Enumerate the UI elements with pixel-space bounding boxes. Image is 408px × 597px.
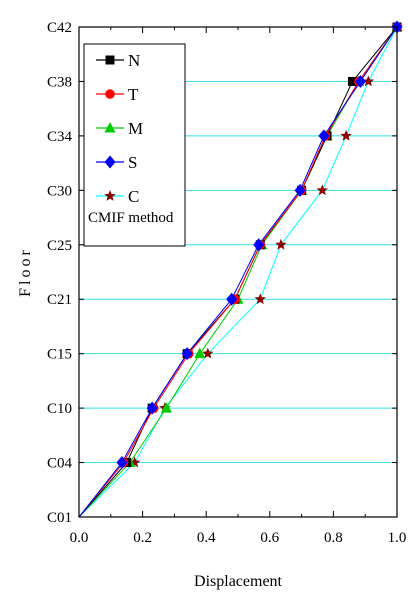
x-tick-label: 0.6 [260, 530, 279, 546]
marker-N [347, 76, 357, 86]
y-tick-label: C42 [47, 20, 72, 36]
y-tick-label: C34 [47, 129, 73, 145]
legend-marker-S [104, 155, 116, 169]
legend-box [83, 43, 186, 247]
y-tick-label: C21 [47, 292, 72, 308]
marker-C [362, 75, 375, 87]
y-tick-label: C38 [47, 74, 72, 90]
y-tick-label: C04 [47, 456, 73, 472]
x-tick-label: 1.0 [388, 530, 407, 546]
marker-S [253, 238, 265, 252]
series-line-M [78, 26, 398, 518]
y-tick-label: C01 [47, 510, 72, 526]
marker-C [202, 347, 214, 359]
x-tick-label: 0.2 [133, 530, 152, 546]
marker-S [146, 401, 158, 415]
marker-C [275, 238, 287, 250]
marker-M [194, 347, 206, 359]
marker-C [316, 184, 328, 196]
series-markers [116, 20, 403, 470]
x-axis-ticks: 0.0 0.2 0.4 0.6 0.8 1.0 [70, 27, 407, 546]
legend-marker-M [104, 122, 116, 133]
legend-label-N: N [128, 51, 140, 70]
legend-label-T: T [128, 85, 139, 104]
legend-label-C: C [128, 187, 139, 206]
marker-C [254, 293, 266, 305]
y-tick-label: C30 [47, 183, 72, 199]
legend-marker-C [104, 190, 116, 201]
legend-marker-T [105, 89, 115, 99]
x-tick-label: 0.8 [324, 530, 343, 546]
x-tick-label: 0.4 [197, 530, 216, 546]
series-line-C [78, 26, 398, 518]
marker-S [294, 183, 306, 197]
legend-note: CMIF method [88, 210, 174, 226]
y-tick-label: C15 [47, 347, 72, 363]
marker-S [116, 456, 128, 470]
marker-C [340, 129, 352, 141]
x-tick-label: 0.0 [70, 530, 89, 546]
y-axis-title: Floor [17, 247, 34, 297]
y-axis-ticks: C01 C04 C10 C15 C21 C25 C30 C34 C38 C42 [47, 20, 397, 526]
y-tick-label: C10 [47, 401, 72, 417]
y-tick-label: C25 [47, 238, 72, 254]
legend-label-S: S [128, 153, 137, 172]
marker-S [318, 129, 330, 143]
marker-S [226, 292, 238, 306]
marker-S [354, 74, 366, 88]
series-line-S [78, 26, 398, 518]
legend-label-M: M [128, 119, 143, 138]
marker-C [128, 456, 141, 468]
marker-S [181, 347, 193, 361]
legend-marker-N [105, 55, 115, 65]
series-lines [78, 26, 398, 518]
x-axis-title: Displacement [194, 573, 283, 590]
marker-M [160, 402, 172, 413]
